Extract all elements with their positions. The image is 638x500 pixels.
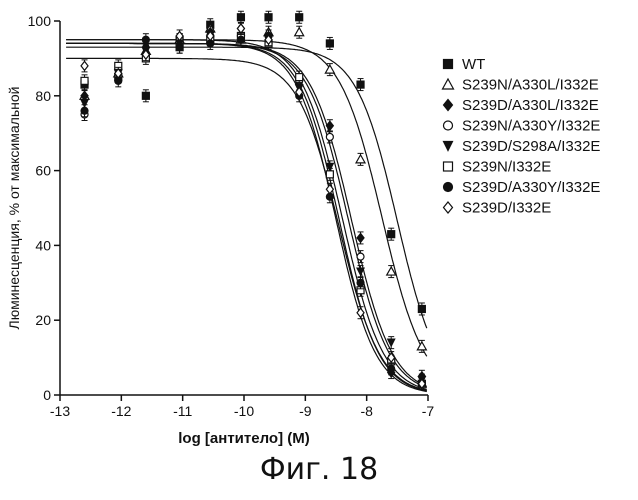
y-tick-label: 0 bbox=[43, 387, 51, 403]
x-tick-label: -9 bbox=[299, 403, 312, 419]
data-point bbox=[81, 107, 88, 114]
data-point bbox=[296, 74, 303, 81]
x-tick-label: -13 bbox=[50, 403, 70, 419]
y-axis-label: Люминесценция, % от максимальной bbox=[6, 87, 22, 330]
legend-label: S239D/A330Y/I332E bbox=[462, 179, 600, 196]
fit-curve bbox=[66, 43, 427, 386]
legend-marker bbox=[444, 162, 453, 171]
data-point bbox=[296, 14, 303, 21]
data-point bbox=[326, 133, 333, 140]
fit-curve bbox=[66, 43, 427, 387]
y-tick-label: 100 bbox=[28, 13, 52, 29]
y-tick-label: 60 bbox=[35, 163, 51, 179]
legend-marker bbox=[444, 60, 453, 69]
legend-label: S239N/A330L/I332E bbox=[462, 77, 599, 94]
legend-marker bbox=[444, 183, 453, 192]
fit-curve bbox=[66, 43, 427, 391]
legend-label: S239D/I332E bbox=[462, 200, 551, 217]
legend-label: S239D/A330L/I332E bbox=[462, 97, 599, 114]
data-point bbox=[388, 231, 395, 238]
data-point bbox=[417, 342, 426, 350]
legend-marker bbox=[443, 79, 454, 89]
fit-curve bbox=[66, 47, 427, 328]
legend-label: S239D/S298A/I332E bbox=[462, 138, 600, 155]
legend-marker bbox=[444, 100, 453, 111]
data-point bbox=[325, 65, 334, 73]
data-point bbox=[265, 14, 272, 21]
data-point bbox=[237, 36, 244, 43]
legend-marker bbox=[444, 142, 453, 151]
data-point bbox=[176, 44, 183, 51]
data-point bbox=[357, 253, 364, 260]
y-tick-label: 20 bbox=[35, 312, 51, 328]
data-point bbox=[81, 61, 88, 70]
legend-marker bbox=[444, 121, 453, 130]
data-point bbox=[142, 92, 149, 99]
legend-label: S239N/A330Y/I332E bbox=[462, 118, 600, 135]
fit-curve bbox=[66, 40, 427, 390]
data-point bbox=[418, 305, 425, 312]
data-point bbox=[237, 24, 244, 33]
data-point bbox=[142, 36, 149, 43]
data-point bbox=[326, 171, 333, 178]
y-tick-label: 40 bbox=[35, 237, 51, 253]
data-point bbox=[326, 40, 333, 47]
data-point bbox=[81, 77, 88, 84]
legend: WT S239N/A330L/I332E S239D/A330L/I332E S239… bbox=[443, 56, 601, 217]
x-tick-label: -12 bbox=[111, 403, 131, 419]
data-point bbox=[357, 81, 364, 88]
x-tick-label: -8 bbox=[360, 403, 373, 419]
legend-marker bbox=[444, 202, 453, 213]
legend-label: S239N/I332E bbox=[462, 159, 551, 176]
data-point bbox=[357, 279, 364, 286]
data-point bbox=[326, 185, 333, 194]
data-point bbox=[388, 365, 395, 372]
data-point bbox=[357, 268, 364, 275]
legend-label: WT bbox=[462, 56, 485, 73]
figure-caption: Фиг. 18 bbox=[0, 452, 638, 487]
x-tick-label: -11 bbox=[173, 403, 192, 419]
x-axis-label: log [антитело] (M) bbox=[178, 430, 309, 447]
x-tick-label: -10 bbox=[234, 403, 254, 419]
data-point bbox=[356, 155, 365, 163]
y-tick-label: 80 bbox=[35, 88, 51, 104]
x-tick-label: -7 bbox=[422, 403, 435, 419]
data-point bbox=[357, 233, 364, 242]
data-point bbox=[237, 14, 244, 21]
data-point bbox=[295, 28, 304, 36]
x-axis: -13 -12 -11 -10 -9 -8 -7 bbox=[50, 395, 435, 419]
y-axis: 0 20 40 60 80 100 bbox=[28, 13, 60, 403]
plot-curves bbox=[66, 40, 427, 392]
